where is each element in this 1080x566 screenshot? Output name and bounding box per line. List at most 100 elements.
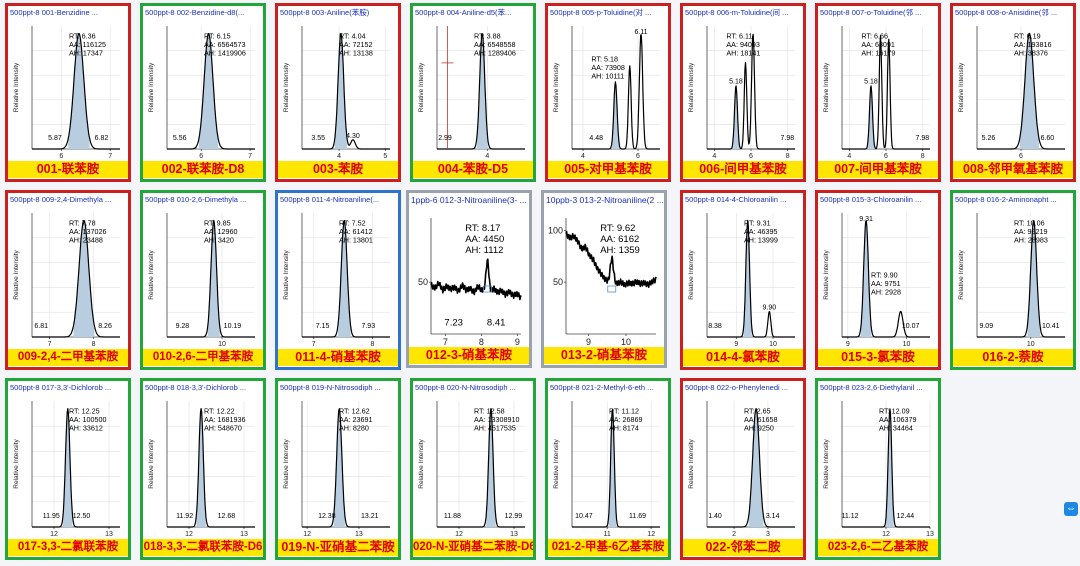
peak-aa-text: AA: 94093 <box>726 40 760 49</box>
chromatogram-tile-017[interactable]: 500ppt-8 017-3,3'-Dichlorob ... 017-3,3-二… <box>5 378 131 560</box>
chromatogram-tile-022[interactable]: 500ppt-8 022-o-Phenylenedi ... 022-邻苯二胺 Re… <box>680 378 806 560</box>
tile-header: 500ppt-8 005-p-Toluidine(对 ... <box>550 8 652 17</box>
y-axis-label: Relative Intensity <box>418 439 425 489</box>
peak-ah-text: AH: 34464 <box>879 424 913 433</box>
peak-rt-label: 12.99 <box>505 513 523 520</box>
chromatogram-tile-003[interactable]: 500ppt-8 003-Aniline(苯胺) 003-苯胺 Relative I… <box>275 3 401 182</box>
x-tick-label: 7 <box>48 341 52 348</box>
peak-rt-text: RT: 6.36 <box>69 32 96 41</box>
compound-caption: 020-N-亚硝基二苯胺-D6 <box>413 539 533 556</box>
x-tick-label: 7 <box>312 341 316 348</box>
chromatogram-tile-015[interactable]: 500ppt-8 015-3-Chloroanilin ... 015-3-氯苯胺… <box>815 190 941 370</box>
chromatogram-tile-002[interactable]: 500ppt-8 002-Benzidine-d8(... 002-联苯胺-D8 R… <box>140 3 266 182</box>
chromatogram-tile-014[interactable]: 500ppt-8 014-4-Chloroanilin ... 014-4-氯苯胺… <box>680 190 806 370</box>
peak-rt-label: 5.56 <box>173 135 187 142</box>
chromatogram-trace <box>437 33 525 150</box>
chromatogram-trace <box>707 408 795 528</box>
peak-rt-label: 6.60 <box>1041 135 1055 142</box>
peak-rt-label: 11.69 <box>629 513 646 520</box>
peak-area <box>1027 220 1041 337</box>
chromatogram-tile-001[interactable]: 500ppt-8 001-Benzidine ... 001-联苯胺 Relativ… <box>5 3 131 182</box>
peak-rt-label: 6.11 <box>634 29 647 36</box>
peak-ah-text: AH: 1112 <box>465 245 503 256</box>
x-tick-label: 8 <box>921 153 925 160</box>
peak-rt-label: 10.41 <box>1042 323 1060 330</box>
peak-aa-text: AA: 6564573 <box>204 40 246 49</box>
chromatogram-tile-005[interactable]: 500ppt-8 005-p-Toluidine(对 ... 005-对甲基苯胺 R… <box>545 3 671 182</box>
chromatogram-plot: Relative Intensity 4 6 8 5.18 7.98 RT: 6.66AA:… <box>823 26 931 160</box>
compound-caption: 005-对甲基苯胺 <box>548 161 668 178</box>
chromatogram-trace <box>571 408 661 528</box>
compound-caption: 006-间甲基苯胺 <box>683 161 803 178</box>
peak-rt-label: 7.93 <box>361 323 375 330</box>
chromatogram-tile-020[interactable]: 500ppt-8 020-N-Nitrosodiph ... 020-N-亚硝基二… <box>410 378 536 560</box>
chromatogram-tile-019[interactable]: 500ppt-8 019-N-Nitrosodiph ... 019-N-亚硝基二… <box>275 378 401 560</box>
peak-rt-label: 11.88 <box>444 513 461 520</box>
peak-rt-label: 12.68 <box>218 513 236 520</box>
x-tick-label: 7 <box>248 153 252 160</box>
peak-rt-label: 4.48 <box>589 135 603 142</box>
x-tick-label: 13 <box>355 531 363 538</box>
tile-header: 500ppt-8 015-3-Chloroanilin ... <box>820 195 922 204</box>
chromatogram-trace <box>166 408 256 528</box>
chromatogram-tile-008[interactable]: 500ppt-8 008-o-Anisidine(邻 ... 008-邻甲氧基苯胺… <box>950 3 1076 182</box>
peak-rt-label: 9.31 <box>859 216 873 223</box>
x-tick-label: 6 <box>636 153 640 160</box>
y-axis-label: Relative Intensity <box>283 250 290 300</box>
peak-aa-text: AA: 68091 <box>861 40 895 49</box>
x-tick-label: 8 <box>92 341 96 348</box>
tile-header: 500ppt-8 007-o-Toluidine(邻 ... <box>820 8 922 17</box>
chromatogram-tile-021[interactable]: 500ppt-8 021-2-Methyl-6-eth ... 021-2-甲基-… <box>545 378 671 560</box>
tile-header: 500ppt-8 018-3,3'-Dichlorob ... <box>145 383 247 392</box>
peak-rt-label: 7.23 <box>444 317 463 328</box>
x-tick-label: 10 <box>621 337 631 347</box>
compound-caption: 003-苯胺 <box>278 161 398 178</box>
chromatogram-plot: Relative Intensity 12 13 12.38 13.21 RT: 12.6… <box>283 401 391 538</box>
x-tick-label: 12 <box>647 531 655 538</box>
y-axis-label: Relative Intensity <box>148 439 155 489</box>
chromatogram-tile-011[interactable]: 500ppt-8 011-4-Nitroaniline(... 011-4-硝基苯… <box>275 190 401 370</box>
chromatogram-trace <box>706 33 796 150</box>
chromatogram-tile-004[interactable]: 500ppt-8 004-Aniline-d5(苯... 004-苯胺-D5 Rel… <box>410 3 536 182</box>
integration-marker <box>607 285 617 293</box>
peak-rt-label: 5.18 <box>729 78 743 85</box>
chromatogram-tile-023[interactable]: 500ppt-8 023-2,6-Diethylanil ... 023-2,6-… <box>815 378 941 560</box>
peak-ah-text: AH: 8280 <box>339 424 369 433</box>
tile-header: 500ppt-8 004-Aniline-d5(苯... <box>415 8 512 17</box>
x-tick-label: 4 <box>712 153 716 160</box>
peak-rt-text: RT: 9.85 <box>204 219 231 228</box>
scroll-handle-icon[interactable]: ⇔ <box>1064 502 1078 516</box>
peak-rt-text: RT: 6.19 <box>1014 32 1041 41</box>
peak-ah-text: AH: 9250 <box>744 424 774 433</box>
chromatogram-tile-006[interactable]: 500ppt-8 006-m-Toluidine(间 ... 006-间甲基苯胺 R… <box>680 3 806 182</box>
chromatogram-tile-012[interactable]: 1ppb-6 012-3-Nitroaniline(3- ... 012-3-硝基… <box>406 190 532 368</box>
x-tick-label: 10 <box>903 341 911 348</box>
compound-caption: 017-3,3-二氯联苯胺 <box>8 539 128 556</box>
chromatogram-tile-007[interactable]: 500ppt-8 007-o-Toluidine(邻 ... 007-间甲基苯胺 R… <box>815 3 941 182</box>
tile-header: 500ppt-8 023-2,6-Diethylanil ... <box>820 383 923 392</box>
chromatogram-tile-009[interactable]: 500ppt-8 009-2,4-Dimethyla ... 009-2,4-二甲… <box>5 190 131 370</box>
peak-aa-text: AA: 13308910 <box>474 415 520 424</box>
peak-area <box>196 408 206 527</box>
x-tick-label: 11 <box>604 531 611 538</box>
chromatogram-tile-016[interactable]: 500ppt-8 016-2-Aminonapht ... 016-2-萘胺 Rel… <box>950 190 1076 370</box>
chromatogram-tile-018[interactable]: 500ppt-8 018-3,3'-Dichlorob ... 018-3,3-二… <box>140 378 266 560</box>
peak-rt-text: RT: 9.90 <box>871 270 898 279</box>
peak-ah-text: AH: 33612 <box>69 424 103 433</box>
peak-area <box>748 408 764 527</box>
tile-header: 500ppt-8 020-N-Nitrosodiph ... <box>415 383 516 392</box>
peak-rt-label: 8.41 <box>487 317 506 328</box>
chromatogram-tile-013[interactable]: 10ppb-3 013-2-Nitroaniline(2 ... 013-2-硝基… <box>541 190 667 368</box>
x-tick-label: 12 <box>303 531 311 538</box>
x-tick-label: 7 <box>108 153 112 160</box>
y-tick-label: 100 <box>548 225 563 235</box>
x-tick-label: 6 <box>59 153 63 160</box>
compound-caption: 014-4-氯苯胺 <box>683 349 803 366</box>
x-tick-label: 8 <box>479 337 484 347</box>
peak-rt-label: 9.90 <box>763 304 777 311</box>
peak-rt-label: 6.81 <box>34 323 48 330</box>
compound-caption: 021-2-甲基-6乙基苯胺 <box>548 539 668 556</box>
chromatogram-tile-010[interactable]: 500ppt-8 010-2,6-Dimethyla ... 010-2,6-二甲… <box>140 190 266 370</box>
chromatogram-trace <box>301 408 391 528</box>
tile-header: 500ppt-8 006-m-Toluidine(间 ... <box>685 8 789 17</box>
